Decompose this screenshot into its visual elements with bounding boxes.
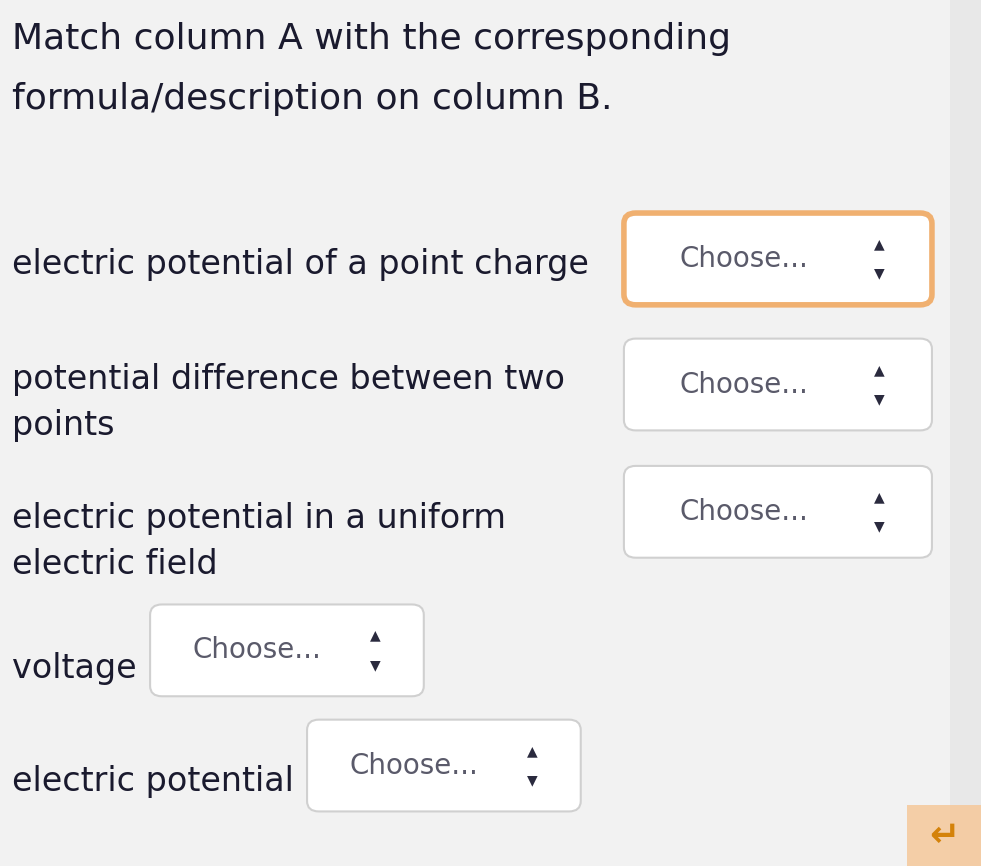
Text: Match column A with the corresponding: Match column A with the corresponding <box>12 22 731 55</box>
FancyBboxPatch shape <box>150 604 424 696</box>
Text: electric potential in a uniform
electric field: electric potential in a uniform electric… <box>12 501 506 581</box>
Text: potential difference between two
points: potential difference between two points <box>12 363 565 443</box>
Text: ↵: ↵ <box>929 818 959 853</box>
Text: ▼: ▼ <box>874 267 884 281</box>
Text: Choose...: Choose... <box>680 498 808 526</box>
Text: electric potential of a point charge: electric potential of a point charge <box>12 248 589 281</box>
FancyBboxPatch shape <box>624 213 932 305</box>
Text: ▼: ▼ <box>528 773 538 787</box>
Text: electric potential: electric potential <box>12 765 293 798</box>
FancyBboxPatch shape <box>907 805 981 866</box>
FancyBboxPatch shape <box>307 720 581 811</box>
Text: ▲: ▲ <box>874 490 884 504</box>
Text: voltage: voltage <box>12 652 136 685</box>
Text: ▲: ▲ <box>528 744 538 758</box>
Text: Choose...: Choose... <box>349 752 479 779</box>
Text: ▼: ▼ <box>874 520 884 533</box>
Text: Choose...: Choose... <box>680 371 808 398</box>
Text: ▲: ▲ <box>874 237 884 251</box>
FancyBboxPatch shape <box>624 339 932 430</box>
Text: Choose...: Choose... <box>680 245 808 273</box>
FancyBboxPatch shape <box>624 466 932 558</box>
Text: Choose...: Choose... <box>192 637 322 664</box>
Text: formula/description on column B.: formula/description on column B. <box>12 82 612 116</box>
Text: ▼: ▼ <box>874 392 884 406</box>
Text: ▲: ▲ <box>371 629 381 643</box>
Text: ▲: ▲ <box>874 363 884 377</box>
Text: ▼: ▼ <box>371 658 381 672</box>
FancyBboxPatch shape <box>950 0 981 866</box>
